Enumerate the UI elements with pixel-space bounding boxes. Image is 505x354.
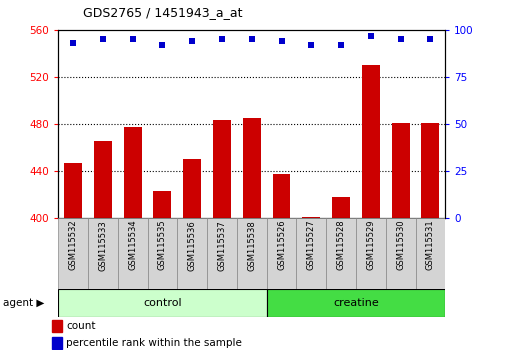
Text: GSM115538: GSM115538 <box>247 220 256 270</box>
Text: GSM115537: GSM115537 <box>217 220 226 270</box>
Bar <box>272 174 290 218</box>
Bar <box>52 337 62 349</box>
Bar <box>415 218 444 289</box>
Text: GSM115535: GSM115535 <box>158 220 167 270</box>
Text: control: control <box>143 298 181 308</box>
Point <box>366 33 374 39</box>
Text: GSM115529: GSM115529 <box>366 220 375 270</box>
Bar <box>326 218 355 289</box>
Point <box>307 42 315 48</box>
Text: GSM115528: GSM115528 <box>336 220 345 270</box>
Bar <box>64 162 82 218</box>
Point <box>336 42 344 48</box>
Bar <box>88 218 118 289</box>
Text: GSM115534: GSM115534 <box>128 220 137 270</box>
Bar <box>302 217 320 218</box>
Bar <box>391 123 409 218</box>
Bar <box>153 191 171 218</box>
Bar <box>385 218 415 289</box>
Bar <box>58 218 88 289</box>
Point <box>158 42 166 48</box>
Point <box>426 37 434 42</box>
Bar <box>147 218 177 289</box>
Text: GDS2765 / 1451943_a_at: GDS2765 / 1451943_a_at <box>83 6 242 19</box>
Text: GSM115526: GSM115526 <box>276 220 285 270</box>
Bar <box>123 127 141 218</box>
Text: count: count <box>66 321 95 331</box>
Point <box>247 37 256 42</box>
Bar <box>94 142 112 218</box>
Point <box>396 37 404 42</box>
Bar <box>331 196 349 218</box>
Point <box>188 39 196 44</box>
Bar <box>52 320 62 332</box>
Text: GSM115536: GSM115536 <box>187 220 196 270</box>
Point <box>277 39 285 44</box>
Bar <box>266 218 296 289</box>
Bar <box>296 218 326 289</box>
Bar <box>213 120 230 218</box>
Bar <box>177 218 207 289</box>
Bar <box>361 65 379 218</box>
Bar <box>242 118 260 218</box>
Text: percentile rank within the sample: percentile rank within the sample <box>66 338 241 348</box>
Point <box>98 37 107 42</box>
Bar <box>421 123 438 218</box>
Point <box>128 37 136 42</box>
Bar <box>236 218 266 289</box>
Bar <box>207 218 236 289</box>
Text: GSM115532: GSM115532 <box>69 220 77 270</box>
Text: agent ▶: agent ▶ <box>3 298 44 308</box>
Text: creatine: creatine <box>332 298 378 308</box>
Text: GSM115530: GSM115530 <box>395 220 405 270</box>
Point <box>218 37 226 42</box>
Text: GSM115531: GSM115531 <box>425 220 434 270</box>
Point <box>69 40 77 46</box>
Bar <box>58 289 266 317</box>
Bar <box>183 159 200 218</box>
Text: GSM115533: GSM115533 <box>98 220 107 270</box>
Bar <box>266 289 444 317</box>
Text: GSM115527: GSM115527 <box>306 220 315 270</box>
Bar <box>118 218 147 289</box>
Bar <box>355 218 385 289</box>
